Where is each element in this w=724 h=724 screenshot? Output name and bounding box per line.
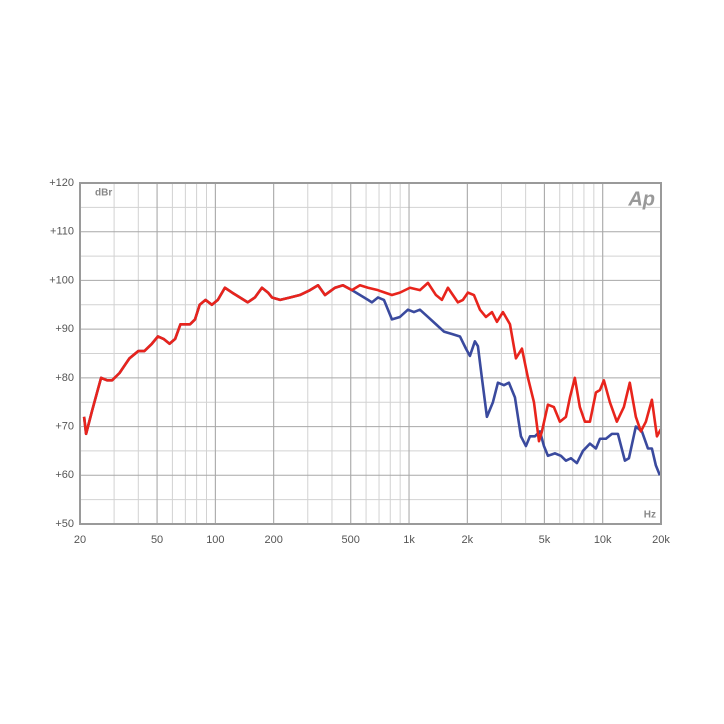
x-tick-label: 5k	[539, 534, 551, 546]
x-tick-label: 2k	[462, 534, 474, 546]
plot-frame	[79, 182, 662, 525]
x-tick-label: 1k	[403, 534, 415, 546]
y-tick-label: +70	[55, 420, 74, 432]
x-tick-label: 10k	[594, 534, 612, 546]
logo: Ap	[627, 188, 655, 210]
x-tick-label: 20	[74, 534, 86, 546]
x-tick-label: 200	[264, 534, 282, 546]
series-line	[82, 281, 663, 443]
x-tick-label: 100	[206, 534, 224, 546]
y-tick-label: +80	[55, 372, 74, 384]
x-tick-label: 20k	[652, 534, 670, 546]
x-tick-label: 500	[342, 534, 360, 546]
y-tick-label: +100	[49, 274, 74, 286]
y-tick-label: +120	[49, 177, 74, 189]
y-tick-label: +110	[50, 226, 74, 238]
x-tick-label: 50	[151, 534, 163, 546]
y-axis-label: dBr	[95, 188, 112, 199]
y-tick-label: +50	[55, 518, 74, 530]
lines	[82, 281, 663, 476]
y-tick-label: +90	[55, 323, 74, 335]
x-axis-label: Hz	[644, 510, 656, 521]
y-tick-label: +60	[55, 469, 74, 481]
